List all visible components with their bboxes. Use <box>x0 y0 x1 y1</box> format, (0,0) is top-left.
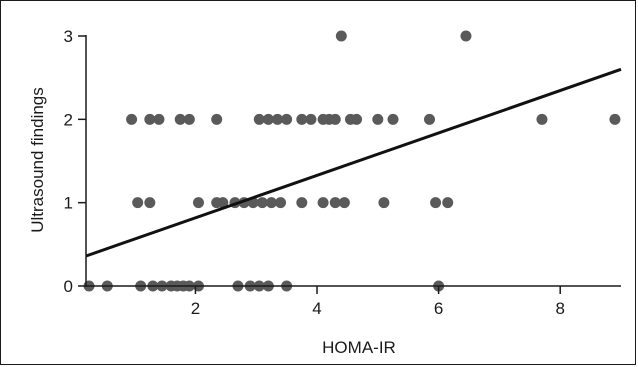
data-point <box>126 113 138 125</box>
trend-line <box>85 67 622 258</box>
data-point <box>442 197 454 209</box>
data-point <box>460 30 472 42</box>
x-tick-label: 6 <box>434 299 443 318</box>
data-point <box>372 113 384 125</box>
data-point <box>272 113 284 125</box>
data-point <box>317 197 329 209</box>
data-point <box>329 113 341 125</box>
data-point <box>192 197 204 209</box>
data-point <box>387 113 399 125</box>
y-tick-label: 3 <box>64 27 73 46</box>
data-point <box>262 113 274 125</box>
points-layer <box>83 30 621 292</box>
data-point <box>423 113 435 125</box>
data-point <box>256 197 268 209</box>
data-point <box>351 113 363 125</box>
data-point <box>329 197 341 209</box>
x-tick-label: 8 <box>555 299 564 318</box>
data-point <box>217 197 229 209</box>
data-point <box>305 113 317 125</box>
data-point <box>275 197 287 209</box>
data-point <box>430 197 442 209</box>
y-tick-label: 2 <box>64 110 73 129</box>
y-tick-label: 0 <box>64 277 73 296</box>
axes-layer <box>85 35 621 287</box>
data-point <box>338 197 350 209</box>
x-axis-title: HOMA-IR <box>322 338 396 357</box>
data-point <box>211 113 223 125</box>
data-point <box>183 113 195 125</box>
data-point <box>296 197 308 209</box>
x-tick-label: 2 <box>191 299 200 318</box>
data-point <box>296 113 308 125</box>
data-point <box>265 197 277 209</box>
trend-layer <box>85 67 622 258</box>
ticks-layer: 0 1 2 3 2 4 6 8 <box>64 27 565 318</box>
data-point <box>536 113 548 125</box>
data-point <box>132 197 144 209</box>
data-point <box>609 113 621 125</box>
x-tick-label: 4 <box>312 299 321 318</box>
data-point <box>253 113 265 125</box>
data-point <box>174 113 186 125</box>
data-point <box>144 113 156 125</box>
data-point <box>281 113 293 125</box>
data-point <box>144 197 156 209</box>
y-axis-title: Ultrasound findings <box>28 87 47 233</box>
data-point <box>378 197 390 209</box>
data-point <box>153 113 165 125</box>
data-point <box>335 30 347 42</box>
y-tick-label: 1 <box>64 194 73 213</box>
